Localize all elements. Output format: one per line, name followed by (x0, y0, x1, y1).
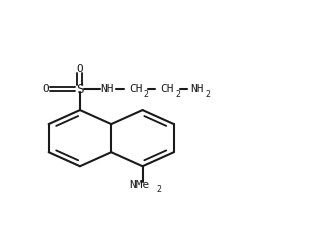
Text: CH: CH (160, 84, 174, 94)
Text: S: S (76, 83, 84, 96)
Text: O: O (42, 84, 49, 94)
Text: CH: CH (129, 84, 142, 94)
Text: 2: 2 (144, 90, 149, 99)
Text: NH: NH (100, 84, 113, 94)
Text: O: O (77, 64, 83, 74)
Text: 2: 2 (205, 90, 210, 99)
Text: 2: 2 (156, 185, 161, 194)
Text: NH: NH (190, 84, 204, 94)
Text: 2: 2 (175, 90, 180, 99)
Text: NMe: NMe (129, 180, 150, 189)
